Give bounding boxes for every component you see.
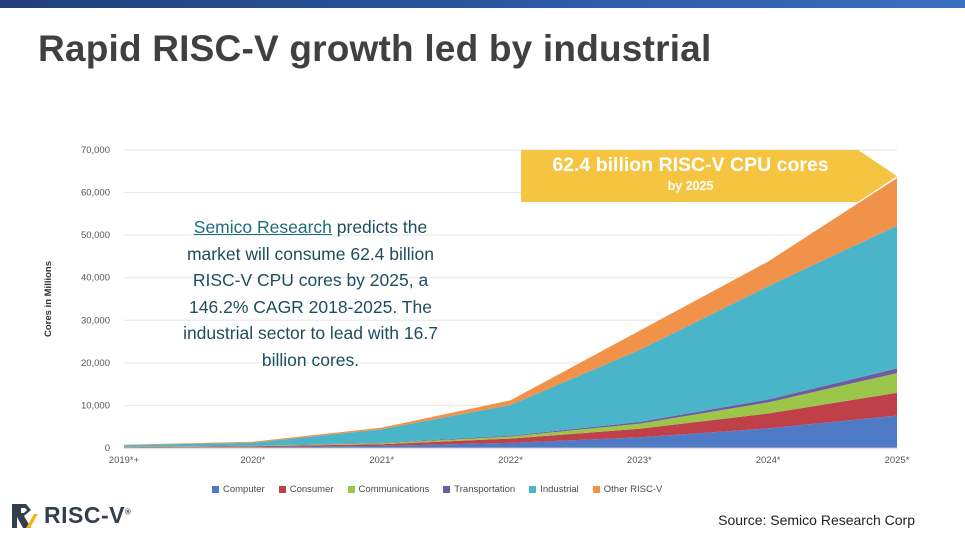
callout-text: Semico Research predicts the market will… bbox=[168, 214, 453, 373]
x-tick-label: 2025* bbox=[885, 455, 910, 466]
x-tick-label: 2022* bbox=[498, 455, 523, 466]
y-tick-label: 60,000 bbox=[81, 188, 110, 199]
banner-sub-text: by 2025 bbox=[667, 179, 714, 193]
legend-label: Other RISC-V bbox=[603, 484, 663, 495]
legend-item-consumer: Consumer bbox=[278, 484, 334, 495]
y-tick-label: 10,000 bbox=[81, 400, 110, 411]
x-tick-label: 2019*+ bbox=[109, 455, 140, 466]
legend-swatch bbox=[592, 486, 600, 493]
y-axis-title: Cores in Millions bbox=[43, 261, 54, 337]
source-citation: Source: Semico Research Corp bbox=[718, 512, 915, 528]
legend-item-computer: Computer bbox=[212, 484, 265, 495]
y-tick-label: 30,000 bbox=[81, 315, 110, 326]
page-title: Rapid RISC-V growth led by industrial bbox=[38, 28, 712, 69]
banner-arrow bbox=[521, 150, 897, 202]
legend-label: Transportation bbox=[454, 484, 516, 495]
legend-label: Consumer bbox=[289, 484, 334, 495]
area-consumer bbox=[124, 392, 897, 448]
callout-body: predicts the market will consume 62.4 bi… bbox=[183, 217, 438, 370]
legend-label: Industrial bbox=[540, 484, 579, 495]
area-communications bbox=[124, 373, 897, 448]
risc-v-logo: RISC-V® bbox=[12, 502, 131, 529]
logo-text: RISC-V® bbox=[44, 502, 132, 528]
y-tick-label: 20,000 bbox=[81, 358, 110, 369]
y-tick-label: 40,000 bbox=[81, 273, 110, 284]
legend-label: Computer bbox=[223, 484, 265, 495]
risc-v-logo-icon bbox=[12, 503, 38, 528]
top-accent-bar bbox=[0, 0, 965, 8]
semico-research-link[interactable]: Semico Research bbox=[193, 217, 332, 237]
legend-label: Communications bbox=[358, 484, 430, 495]
x-tick-label: 2020* bbox=[240, 455, 265, 466]
x-tick-label: 2023* bbox=[627, 455, 652, 466]
legend-item-other-risc-v: Other RISC-V bbox=[592, 484, 663, 495]
x-tick-label: 2024* bbox=[756, 455, 781, 466]
legend-item-transportation: Transportation bbox=[443, 484, 515, 495]
legend-item-industrial: Industrial bbox=[529, 484, 579, 495]
legend-swatch bbox=[529, 486, 537, 493]
chart-legend: Computer Consumer Communications Transporta… bbox=[212, 484, 832, 495]
area-industrial bbox=[124, 225, 897, 447]
y-tick-label: 0 bbox=[105, 443, 110, 454]
x-tick-label: 2021* bbox=[369, 455, 394, 466]
y-tick-label: 70,000 bbox=[81, 145, 110, 156]
legend-item-communications: Communications bbox=[347, 484, 430, 495]
legend-swatch bbox=[443, 486, 451, 493]
area-computer bbox=[124, 415, 897, 448]
banner-text: 62.4 billion RISC-V CPU cores by 2025 bbox=[523, 152, 858, 194]
legend-swatch bbox=[212, 486, 219, 493]
legend-swatch bbox=[278, 486, 286, 493]
legend-swatch bbox=[347, 486, 355, 493]
banner-main-text: 62.4 billion RISC-V CPU cores bbox=[552, 154, 829, 176]
y-tick-label: 50,000 bbox=[81, 230, 110, 241]
